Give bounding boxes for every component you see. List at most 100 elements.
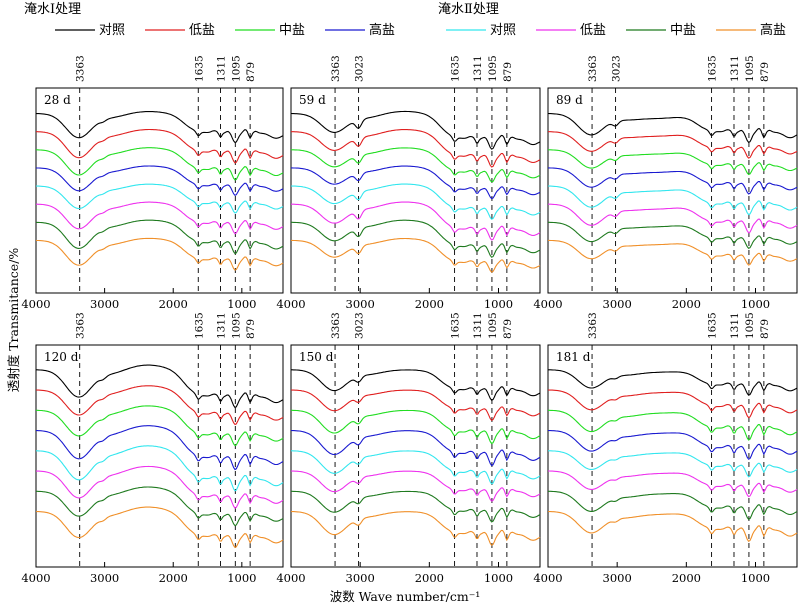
panel-frame [547,87,798,294]
panel-day-label: 89 d [556,93,583,107]
panel-3: 3363 3023 1635 1311 1095 879 89 d 4000 3000 2000 1… [533,55,798,311]
series-line-4 [36,425,284,471]
x-tick-label: 1000 [484,297,513,311]
series-line-2 [290,389,541,421]
series-line-2 [548,131,798,159]
series-line-4 [547,429,798,460]
x-tick-label: 4000 [21,297,50,311]
legend-label-g2-0: 对照 [490,23,516,38]
peak-label-1635: 1635 [707,312,719,339]
x-tick-label: 2000 [415,571,444,585]
series-line-2 [36,128,284,164]
series-line-6 [548,470,798,498]
series-line-8 [35,506,284,549]
peak-label-3023: 3023 [354,312,366,339]
series-line-5 [36,183,284,214]
legend-label-g1-2: 中盐 [279,23,305,38]
x-tick-label: 3000 [90,571,119,585]
x-axis-title: 波数 Wave number/cm⁻¹ [330,589,481,604]
legend-label-g2-2: 中盐 [670,23,696,38]
peak-label-1635: 1635 [193,55,205,82]
x-tick-label: 2000 [672,571,701,585]
series-line-1 [548,369,798,396]
legend-label-g2-3: 高盐 [760,22,786,38]
peak-label-1311: 1311 [215,312,227,339]
panel-2: 3363 3023 1635 1311 1095 879 59 d 4000 3000 2000 1… [276,55,541,311]
series-line-2 [291,129,541,168]
panel-day-label: 120 d [44,350,79,364]
series-line-8 [548,239,798,266]
series-line-4 [290,429,541,467]
legend-label-g1-0: 对照 [99,23,125,38]
peak-label-879: 879 [245,62,257,82]
peak-label-1095: 1095 [230,312,242,339]
panel-frame [290,344,541,568]
peak-label-1311: 1311 [729,55,741,82]
panel-4: 3363 1635 1311 1095 879 120 d 4000 3000 2000 1000 [21,312,284,585]
x-tick-label: 2000 [159,571,188,585]
series-line-8 [291,237,541,273]
peak-label-1095: 1095 [487,312,499,339]
series-line-1 [36,111,284,144]
series-line-8 [547,510,798,543]
x-tick-label: 4000 [21,571,50,585]
peak-label-1635: 1635 [450,312,462,339]
series-line-7 [36,486,284,527]
peak-label-3363: 3363 [587,312,599,339]
x-tick-label: 2000 [415,297,444,311]
series-line-7 [291,219,541,258]
y-axis-title: 透射度 Transmitance/% [6,248,21,393]
peak-label-3363: 3363 [330,312,342,339]
series-line-1 [291,369,541,401]
series-line-7 [291,490,541,523]
peak-label-3363: 3363 [75,55,87,82]
peak-label-3023: 3023 [611,55,623,82]
peak-label-1311: 1311 [729,312,741,339]
series-line-6 [291,201,541,241]
peak-label-3023: 3023 [354,55,366,82]
x-tick-label: 1000 [484,571,513,585]
panel-frame [547,344,798,568]
series-line-8 [290,510,541,546]
series-line-5 [291,450,541,485]
peak-label-879: 879 [502,62,514,82]
x-tick-label: 4000 [276,571,305,585]
x-tick-label: 4000 [276,297,305,311]
peak-label-1311: 1311 [472,312,484,339]
peak-label-1635: 1635 [707,55,719,82]
series-line-5 [290,183,541,220]
series-line-6 [36,201,284,235]
x-tick-label: 3000 [603,571,632,585]
series-line-3 [548,149,798,176]
legend-label-g1-1: 低盐 [189,23,215,38]
x-tick-label: 3000 [90,297,119,311]
panel-5: 3363 3023 1635 1311 1095 879 150 d 4000 3000 2000… [276,312,541,585]
peak-label-1095: 1095 [230,55,242,82]
panel-1: 3363 1635 1311 1095 879 28 d 4000 3000 2000 1000 [21,55,284,311]
panel-frame [35,87,284,294]
legend-group2-title: 淹水Ⅱ处理 [438,2,499,17]
peak-label-879: 879 [759,319,771,339]
panel-6: 3363 1635 1311 1095 879 181 d 4000 3000 2000 1000 [533,312,798,585]
peak-label-1635: 1635 [450,55,462,82]
peak-label-879: 879 [245,319,257,339]
series-line-6 [548,203,798,234]
peak-label-3363: 3363 [75,312,87,339]
peak-label-1635: 1635 [193,312,205,339]
panel-frame [35,344,284,568]
peak-label-1095: 1095 [744,312,756,339]
series-line-3 [291,409,541,445]
series-line-5 [548,450,798,478]
x-tick-label: 3000 [346,571,375,585]
x-tick-label: 3000 [603,297,632,311]
legend-label-g2-1: 低盐 [580,23,606,38]
peak-label-879: 879 [502,319,514,339]
series-line-3 [548,409,798,441]
series-line-1 [290,110,541,150]
x-tick-label: 1000 [227,297,256,311]
x-tick-label: 2000 [159,297,188,311]
series-line-2 [547,389,798,419]
series-line-7 [548,221,798,249]
